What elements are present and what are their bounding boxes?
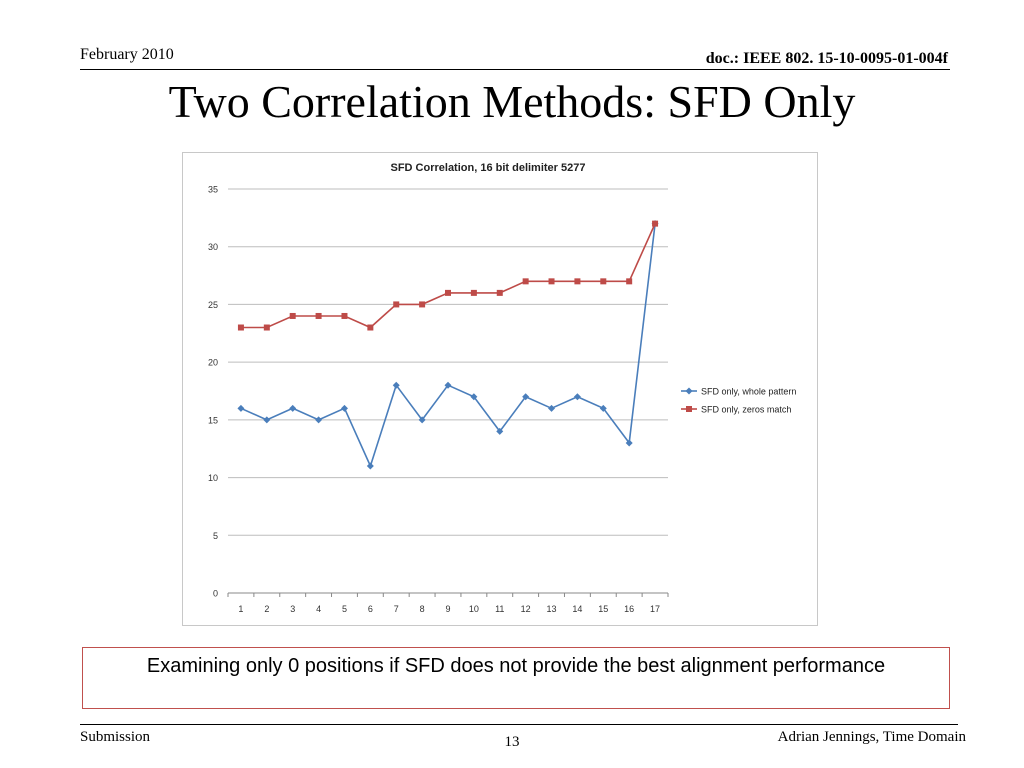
x-tick-label: 14 bbox=[572, 604, 582, 614]
x-tick-label: 2 bbox=[264, 604, 269, 614]
legend-label: SFD only, zeros match bbox=[701, 405, 791, 415]
header-doc-id: doc.: IEEE 802. 15-10-0095-01-004f bbox=[705, 50, 948, 67]
line-chart: SFD Correlation, 16 bit delimiter 5277 0… bbox=[208, 162, 796, 614]
data-point-diamond bbox=[625, 439, 633, 447]
y-tick-label: 30 bbox=[208, 242, 218, 252]
footer-submission: Submission bbox=[80, 729, 151, 745]
data-point-square bbox=[393, 301, 400, 308]
legend-marker-square bbox=[686, 406, 692, 412]
y-tick-label: 0 bbox=[213, 589, 218, 599]
data-point-diamond bbox=[548, 404, 556, 412]
data-point-diamond bbox=[470, 393, 478, 401]
data-point-square bbox=[548, 278, 555, 285]
y-tick-label: 15 bbox=[208, 415, 218, 425]
data-point-diamond bbox=[263, 416, 271, 424]
x-tick-label: 5 bbox=[342, 604, 347, 614]
legend-marker-diamond bbox=[685, 387, 693, 395]
chart-title: SFD Correlation, 16 bit delimiter 5277 bbox=[390, 162, 585, 174]
data-point-diamond bbox=[340, 404, 348, 412]
data-point-diamond bbox=[418, 416, 426, 424]
series-line-2 bbox=[240, 223, 656, 329]
data-point-diamond bbox=[366, 462, 374, 470]
x-tick-label: 16 bbox=[624, 604, 634, 614]
data-point-diamond bbox=[237, 404, 245, 412]
data-point-diamond bbox=[289, 404, 297, 412]
callout-text: Examining only 0 positions if SFD does n… bbox=[146, 655, 886, 677]
data-point-diamond bbox=[599, 404, 607, 412]
y-tick-label: 10 bbox=[208, 473, 218, 483]
x-tick-label: 8 bbox=[420, 604, 425, 614]
y-tick-label: 25 bbox=[208, 300, 218, 310]
footer-page-number: 13 bbox=[504, 734, 520, 750]
x-tick-label: 9 bbox=[445, 604, 450, 614]
x-tick-label: 11 bbox=[495, 604, 504, 614]
data-point-square bbox=[315, 312, 322, 319]
x-tick-label: 4 bbox=[316, 604, 321, 614]
header-date: February 2010 bbox=[80, 46, 174, 63]
data-point-square bbox=[600, 278, 607, 285]
x-tick-label: 17 bbox=[650, 604, 660, 614]
data-point-square bbox=[445, 289, 451, 296]
y-tick-label: 5 bbox=[213, 531, 218, 541]
data-point-square bbox=[341, 312, 348, 319]
x-tick-label: 12 bbox=[521, 604, 531, 614]
x-tick-label: 13 bbox=[547, 604, 557, 614]
data-point-diamond bbox=[392, 381, 400, 389]
data-point-square bbox=[367, 324, 374, 331]
slide-title: Two Correlation Methods: SFD Only bbox=[168, 76, 856, 127]
data-point-square bbox=[574, 278, 581, 285]
data-point-diamond bbox=[444, 381, 452, 389]
data-point-square bbox=[289, 312, 296, 319]
data-point-diamond bbox=[315, 416, 323, 424]
x-tick-label: 15 bbox=[598, 604, 608, 614]
x-tick-label: 10 bbox=[469, 604, 479, 614]
footer-author: Adrian Jennings, Time Domain bbox=[777, 729, 966, 745]
callout-box: Examining only 0 positions if SFD does n… bbox=[82, 647, 950, 709]
data-point-square bbox=[522, 278, 529, 285]
data-point-square bbox=[626, 278, 633, 285]
chart-frame: SFD Correlation, 16 bit delimiter 5277 0… bbox=[182, 152, 818, 626]
x-tick-label: 6 bbox=[368, 604, 373, 614]
legend-label: SFD only, whole pattern bbox=[701, 387, 796, 397]
series-line-1 bbox=[240, 223, 656, 469]
data-point-diamond bbox=[522, 393, 530, 401]
x-tick-label: 1 bbox=[238, 604, 243, 614]
y-tick-label: 35 bbox=[208, 185, 218, 195]
data-point-diamond bbox=[496, 427, 504, 435]
x-tick-label: 7 bbox=[394, 604, 399, 614]
data-point-diamond bbox=[573, 393, 581, 401]
data-point-square bbox=[263, 324, 270, 331]
data-point-square bbox=[419, 301, 426, 308]
x-tick-label: 3 bbox=[290, 604, 295, 614]
header-rule bbox=[80, 69, 950, 70]
data-point-square bbox=[496, 289, 503, 296]
footer-rule bbox=[80, 724, 958, 725]
data-point-square bbox=[470, 289, 477, 296]
data-point-square bbox=[652, 220, 659, 227]
y-tick-label: 20 bbox=[208, 358, 218, 368]
data-point-square bbox=[237, 324, 244, 331]
